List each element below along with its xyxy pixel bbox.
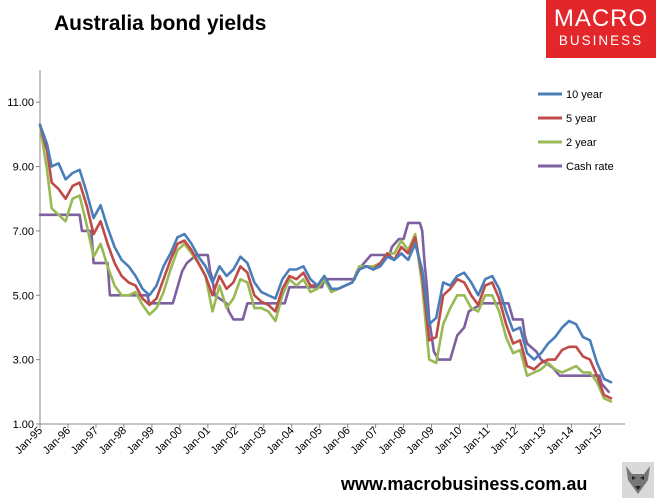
wolf-icon	[622, 462, 654, 498]
y-tick-label: 1.00	[13, 419, 34, 431]
x-tick-label: Jan-09	[404, 425, 436, 457]
x-tick-label: Jan-08	[376, 425, 408, 457]
x-tick-label: Jan-11	[461, 425, 493, 457]
x-tick-label: Jan-97	[69, 425, 101, 457]
y-tick-label: 11.00	[7, 97, 34, 109]
y-tick-label: 7.00	[13, 226, 34, 238]
x-axis-ticks: Jan-95Jan-96Jan-97Jan-98Jan-99Jan-00Jan-…	[13, 424, 604, 457]
page-title: Australia bond yields	[54, 12, 267, 35]
x-tick-label: Jan-96	[41, 425, 73, 457]
legend-label: 5 year	[566, 113, 597, 125]
x-tick-label: Jan-13	[516, 425, 548, 457]
x-tick-label: Jan-06	[320, 425, 352, 457]
x-tick-label: Jan-12	[488, 425, 520, 457]
x-tick-label: Jan-04	[265, 425, 297, 457]
y-tick-label: 9.00	[13, 162, 34, 174]
logo-line-2: BUSINESS	[558, 33, 644, 48]
legend: 10 year 5 year 2 year Cash rate	[538, 89, 614, 173]
series-line-5-year	[38, 123, 613, 400]
y-axis-ticks: 1.00 3.00 5.00 7.00 9.00 11.00	[7, 97, 40, 431]
x-tick-label: Jan-02	[209, 425, 241, 457]
series-line-10-year	[38, 123, 613, 384]
legend-label: 10 year	[566, 89, 603, 101]
legend-label: Cash rate	[566, 161, 614, 173]
footer-url: www.macrobusiness.com.au	[341, 474, 588, 494]
x-tick-label: Jan-15	[572, 425, 604, 457]
macrobusiness-logo: MACRO BUSINESS	[546, 0, 656, 58]
x-tick-label: Jan-10	[432, 425, 464, 457]
legend-label: 2 year	[566, 137, 597, 149]
x-tick-label: Jan-01	[181, 425, 213, 457]
x-tick-label: Jan-14	[544, 425, 576, 457]
series-line-cash-rate	[38, 213, 611, 394]
x-tick-label: Jan-00	[153, 425, 185, 457]
x-tick-label: Jan-05	[293, 425, 325, 457]
x-tick-label: Jan-98	[97, 425, 129, 457]
series-line-2-year	[38, 123, 613, 403]
x-tick-label: Jan-07	[348, 425, 380, 457]
x-tick-label: Jan-99	[125, 425, 157, 457]
logo-line-1: MACRO	[553, 5, 649, 32]
y-tick-label: 3.00	[13, 355, 34, 367]
series-lines	[38, 123, 613, 403]
y-tick-label: 5.00	[13, 290, 34, 302]
x-tick-label: Jan-03	[237, 425, 269, 457]
